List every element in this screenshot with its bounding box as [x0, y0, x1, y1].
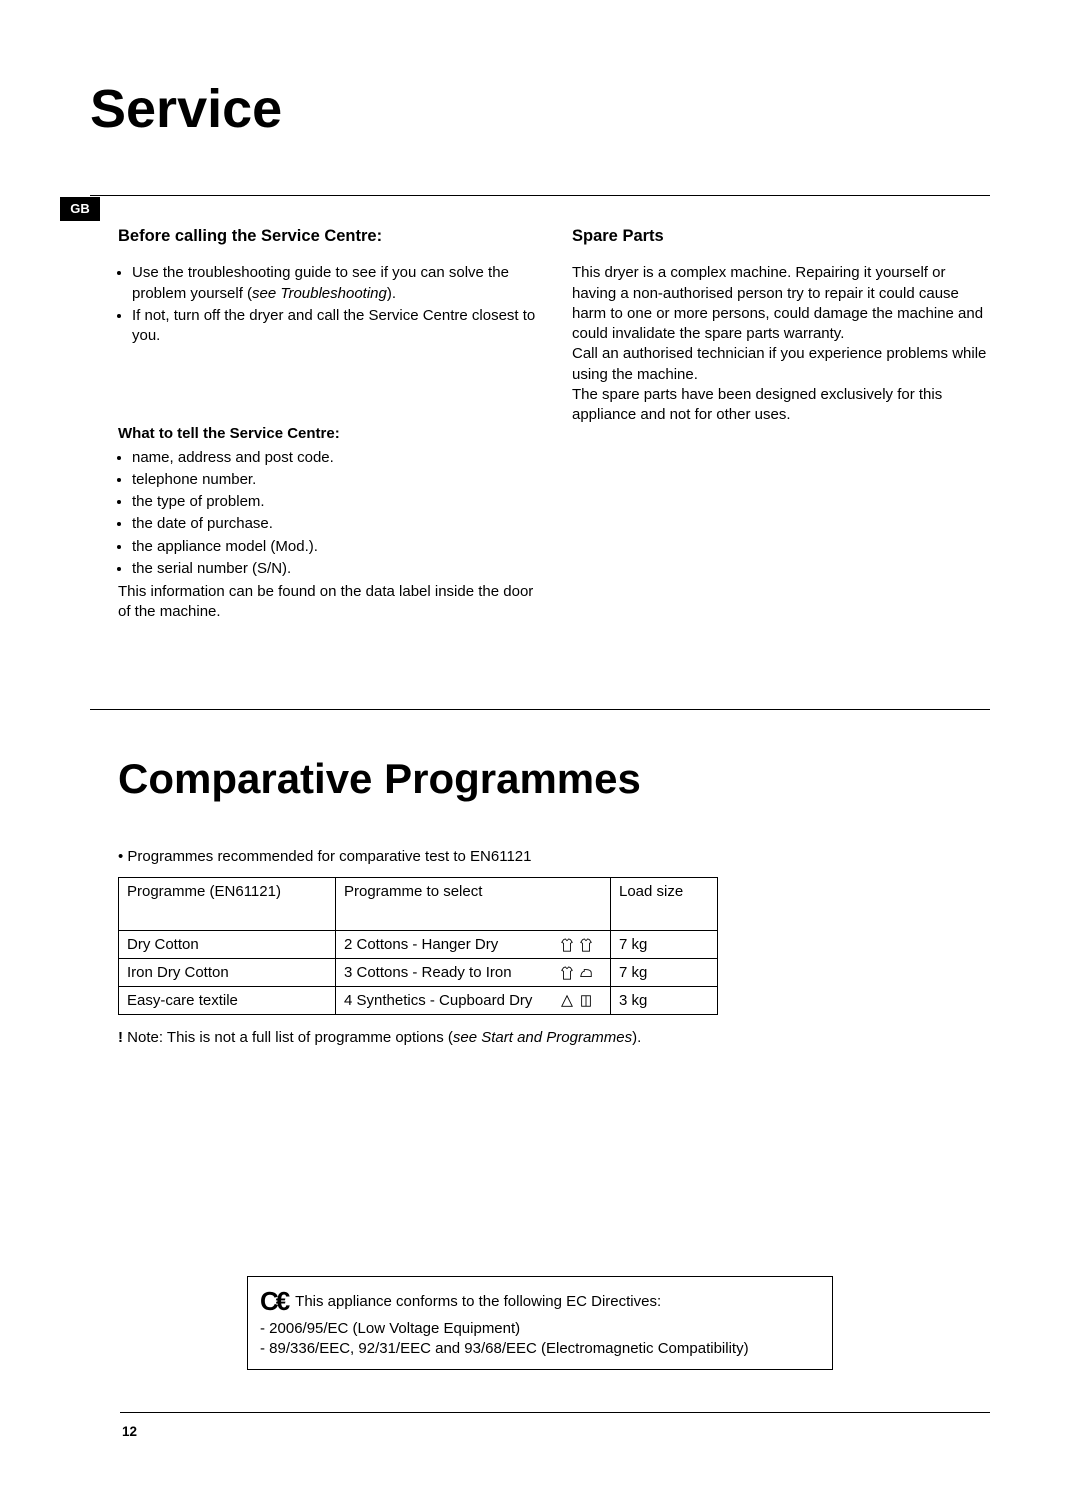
shirt-icon [579, 938, 593, 952]
note-line: ! Note: This is not a full list of progr… [118, 1029, 990, 1046]
before-calling-heading: Before calling the Service Centre: [118, 225, 536, 247]
shirt-icon [560, 966, 574, 980]
cell: 3 Cottons - Ready to Iron [336, 958, 553, 986]
col-load: Load size [611, 877, 718, 930]
cell: 2 Cottons - Hanger Dry [336, 930, 553, 958]
cupboard-icon [579, 994, 593, 1008]
ce-mark-icon: C€ [260, 1286, 287, 1316]
what-to-tell-heading: What to tell the Service Centre: [118, 424, 536, 444]
list-item: the appliance model (Mod.). [132, 537, 536, 557]
note-text: Note: This is not a full list of program… [127, 1029, 453, 1046]
cell: 7 kg [611, 930, 718, 958]
list-item: Use the troubleshooting guide to see if … [132, 263, 536, 304]
what-to-tell-list: name, address and post code. telephone n… [132, 448, 536, 580]
table-row: Dry Cotton 2 Cottons - Hanger Dry 7 kg [119, 930, 718, 958]
spare-parts-para: Call an authorised technician if you exp… [572, 344, 990, 385]
cell: Iron Dry Cotton [119, 958, 336, 986]
list-item: telephone number. [132, 470, 536, 490]
list-item: name, address and post code. [132, 448, 536, 468]
cell: 4 Synthetics - Cupboard Dry [336, 986, 553, 1014]
page: Service GB Before calling the Service Ce… [0, 0, 1080, 1489]
comparative-title: Comparative Programmes [118, 755, 990, 803]
ce-intro: This appliance conforms to the following… [295, 1293, 661, 1310]
table-row: Easy-care textile 4 Synthetics - Cupboar… [119, 986, 718, 1014]
iron-icon [579, 966, 593, 980]
cell: 3 kg [611, 986, 718, 1014]
table-row: Iron Dry Cotton 3 Cottons - Ready to Iro… [119, 958, 718, 986]
list-item: the serial number (S/N). [132, 559, 536, 579]
note-suffix: ). [632, 1029, 641, 1046]
ce-directive: - 89/336/EEC, 92/31/EEC and 93/68/EEC (E… [260, 1339, 820, 1359]
spare-parts-para: This dryer is a complex machine. Repairi… [572, 263, 990, 344]
spare-parts-para: The spare parts have been designed exclu… [572, 385, 990, 426]
two-column-layout: Before calling the Service Centre: Use t… [90, 225, 990, 623]
cell: Dry Cotton [119, 930, 336, 958]
emphasis: see Troubleshooting [252, 285, 387, 302]
note-bang: ! [118, 1029, 127, 1046]
page-number: 12 [122, 1424, 137, 1439]
recommended-line: • Programmes recommended for comparative… [118, 848, 990, 865]
right-column: Spare Parts This dryer is a complex mach… [572, 225, 990, 623]
cell: 7 kg [611, 958, 718, 986]
cell-icons [552, 930, 610, 958]
table-header-row: Programme (EN61121) Programme to select … [119, 877, 718, 930]
cell: Easy-care textile [119, 986, 336, 1014]
ce-directive: - 2006/95/EC (Low Voltage Equipment) [260, 1319, 820, 1339]
divider-bottom [120, 1412, 990, 1413]
cell-icons [552, 958, 610, 986]
list-item: If not, turn off the dryer and call the … [132, 306, 536, 347]
col-select: Programme to select [336, 877, 611, 930]
info-label-note: This information can be found on the dat… [118, 582, 536, 623]
list-item: the date of purchase. [132, 514, 536, 534]
ce-directives-box: C€ This appliance conforms to the follow… [247, 1276, 833, 1371]
list-item: the type of problem. [132, 492, 536, 512]
divider-top [90, 195, 990, 196]
cell-icons [552, 986, 610, 1014]
note-em: see Start and Programmes [453, 1029, 632, 1046]
triangle-icon [560, 994, 574, 1008]
shirt-icon [560, 938, 574, 952]
ce-line: C€ This appliance conforms to the follow… [260, 1284, 820, 1319]
left-column: Before calling the Service Centre: Use t… [90, 225, 536, 623]
divider-mid [90, 709, 990, 710]
col-programme: Programme (EN61121) [119, 877, 336, 930]
spare-parts-heading: Spare Parts [572, 225, 990, 247]
service-title: Service [90, 78, 990, 140]
text: ). [387, 285, 396, 302]
before-calling-list: Use the troubleshooting guide to see if … [132, 263, 536, 346]
language-badge: GB [60, 197, 100, 221]
programmes-table: Programme (EN61121) Programme to select … [118, 877, 718, 1015]
